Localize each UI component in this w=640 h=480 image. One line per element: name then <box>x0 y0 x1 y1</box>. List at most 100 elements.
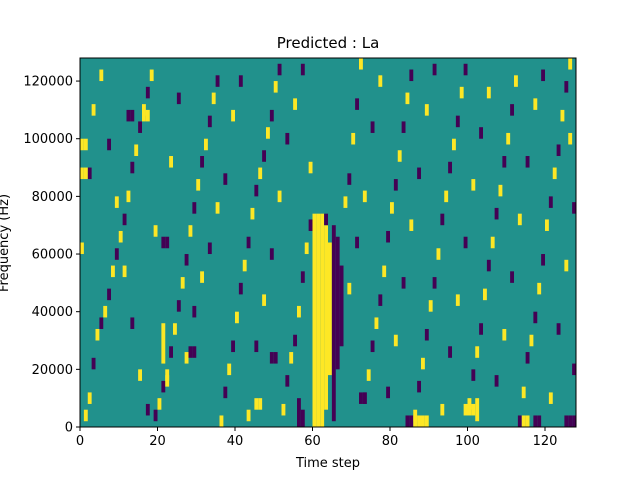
heatmap-cell <box>331 225 336 422</box>
x-axis: 0 20 40 60 80 100 120 <box>76 427 557 449</box>
x-tick-label: 0 <box>76 434 84 449</box>
heatmap-cell <box>269 352 274 364</box>
heatmap-cell <box>122 265 127 278</box>
heatmap-cell <box>374 317 379 329</box>
heatmap-cell <box>192 202 197 214</box>
heatmap-cell <box>552 167 557 180</box>
heatmap-cell <box>409 69 414 82</box>
heatmap-cell <box>145 109 150 122</box>
heatmap-cell <box>494 207 499 220</box>
heatmap-cell <box>370 340 375 353</box>
heatmap-cell <box>300 63 305 76</box>
heatmap-cell <box>289 352 294 364</box>
heatmap-cell <box>235 311 239 324</box>
heatmap-cell <box>432 63 437 76</box>
heatmap-cell <box>153 409 158 422</box>
heatmap-cell <box>568 415 573 427</box>
heatmap-cell <box>192 305 197 318</box>
heatmap-cell <box>471 179 476 191</box>
heatmap-cell <box>300 409 305 427</box>
heatmap-cell <box>324 225 329 410</box>
heatmap-cell <box>556 323 561 335</box>
heatmap-cell <box>510 104 515 116</box>
heatmap-cell <box>320 213 325 427</box>
y-tick-label: 100000 <box>23 132 73 147</box>
heatmap-cell <box>467 398 472 410</box>
heatmap-cell <box>545 219 549 231</box>
y-axis: 0 20000 40000 60000 80000 100000 120000 <box>23 75 80 436</box>
heatmap-cell <box>207 115 212 128</box>
heatmap-cell <box>246 236 251 249</box>
heatmap-cell <box>258 398 263 410</box>
heatmap-cell <box>421 357 425 370</box>
heatmap-cell <box>293 334 298 347</box>
heatmap-cell <box>99 69 104 82</box>
heatmap-cell <box>529 334 534 347</box>
heatmap-cell <box>300 271 305 283</box>
heatmap-cell <box>169 346 174 358</box>
heatmap-cell <box>382 265 387 278</box>
heatmap-cell <box>297 398 301 427</box>
heatmap-cell <box>432 277 437 289</box>
heatmap-cell <box>111 265 115 278</box>
heatmap-cell <box>254 398 259 410</box>
heatmap-cell <box>134 144 139 157</box>
x-axis-label: Time step <box>295 456 360 471</box>
heatmap-cell <box>83 138 88 151</box>
heatmap-cell <box>359 392 363 404</box>
x-tick-label: 80 <box>382 434 399 449</box>
heatmap-cell <box>200 271 205 283</box>
heatmap-cell <box>173 323 177 335</box>
heatmap-cell <box>308 219 313 231</box>
heatmap-cell <box>572 202 577 214</box>
heatmap-cell <box>397 150 402 162</box>
heatmap-cell <box>541 69 546 82</box>
heatmap-cell <box>138 121 143 133</box>
heatmap-cell <box>91 357 96 370</box>
heatmap-cell <box>521 415 526 427</box>
heatmap-cell <box>254 340 259 353</box>
heatmap-cell <box>103 305 108 318</box>
heatmap-cell <box>572 415 577 427</box>
heatmap-cell <box>556 144 561 157</box>
heatmap-cell <box>316 213 321 427</box>
heatmap-cell <box>188 346 193 358</box>
heatmap-cell <box>161 236 166 249</box>
heatmap-cell <box>262 150 267 162</box>
heatmap-cell <box>424 104 429 116</box>
heatmap-cell <box>165 375 170 387</box>
heatmap-cell <box>467 403 472 416</box>
heatmap-cell <box>254 184 259 197</box>
heatmap-cell <box>285 132 290 145</box>
heatmap-cell <box>242 259 247 272</box>
heatmap-cell <box>486 259 491 272</box>
heatmap-cell <box>421 415 425 427</box>
heatmap-cell <box>130 317 135 329</box>
heatmap-cell <box>277 190 282 203</box>
heatmap-cell <box>126 190 131 203</box>
heatmap-cell <box>266 127 270 139</box>
heatmap-cell <box>308 161 313 174</box>
heatmap-cell <box>176 92 181 105</box>
heatmap-cell <box>475 398 480 422</box>
heatmap-cell <box>114 196 119 208</box>
heatmap-cell <box>273 81 278 93</box>
heatmap-cell <box>564 81 569 93</box>
heatmap-cell <box>231 340 236 353</box>
heatmap-cell <box>157 398 162 410</box>
plot-frame <box>79 57 577 428</box>
heatmap-cell <box>285 375 290 387</box>
heatmap-cell <box>409 415 414 427</box>
heatmap-cell <box>347 173 352 185</box>
heatmap-cell <box>130 161 135 174</box>
heatmap-cell <box>428 300 433 312</box>
heatmap-cell <box>192 346 197 358</box>
heatmap-cell <box>161 380 166 393</box>
heatmap-cell <box>118 230 123 243</box>
heatmap-cell <box>324 213 329 226</box>
y-axis-label: Frequency (Hz) <box>0 194 12 292</box>
heatmap-cell <box>568 132 573 145</box>
heatmap-cell <box>378 294 383 306</box>
heatmap-cell <box>80 167 84 180</box>
